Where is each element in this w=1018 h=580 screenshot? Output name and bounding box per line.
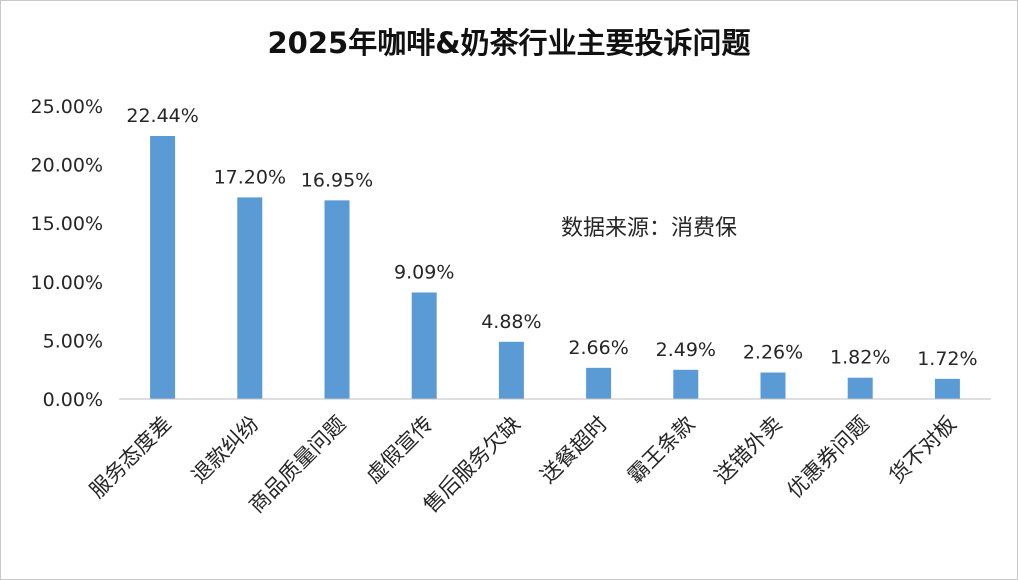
bar bbox=[411, 292, 437, 399]
x-tick-label: 虚假宣传 bbox=[361, 412, 437, 488]
y-tick-label: 5.00% bbox=[43, 330, 103, 352]
x-tick-label: 退款纠纷 bbox=[187, 412, 263, 488]
x-tick-label: 送错外卖 bbox=[710, 412, 786, 488]
x-tick-label: 霸王条款 bbox=[623, 412, 699, 488]
x-tick-label: 优惠券问题 bbox=[783, 412, 874, 503]
data-label: 1.82% bbox=[830, 347, 890, 369]
y-tick-label: 0.00% bbox=[43, 389, 103, 411]
data-label: 4.88% bbox=[481, 311, 541, 333]
y-tick-label: 25.00% bbox=[31, 96, 103, 118]
source-annotation: 数据来源：消费保 bbox=[561, 216, 737, 241]
data-label: 1.72% bbox=[917, 348, 977, 370]
y-tick-label: 15.00% bbox=[31, 213, 103, 235]
bar bbox=[498, 341, 524, 399]
bar bbox=[324, 200, 350, 399]
bar bbox=[237, 197, 263, 399]
x-tick-label: 送餐超时 bbox=[536, 412, 612, 488]
bar bbox=[586, 367, 612, 399]
data-label: 2.26% bbox=[743, 342, 803, 364]
y-axis: 0.00% 5.00% 10.00% 15.00% 20.00% 25.00% bbox=[31, 96, 103, 411]
data-label: 22.44% bbox=[126, 105, 198, 127]
bar bbox=[934, 378, 960, 399]
bars bbox=[150, 136, 960, 399]
y-tick-label: 10.00% bbox=[31, 272, 103, 294]
data-label: 2.66% bbox=[568, 337, 628, 359]
chart-title: 2025年咖啡&奶茶行业主要投诉问题 bbox=[267, 26, 750, 60]
data-label: 17.20% bbox=[214, 166, 286, 188]
data-labels: 22.44% 17.20% 16.95% 9.09% 4.88% 2.66% 2.49% 2.… bbox=[126, 105, 977, 370]
bar bbox=[673, 369, 699, 399]
data-label: 16.95% bbox=[301, 169, 373, 191]
x-tick-label: 货不对板 bbox=[885, 412, 961, 488]
bar bbox=[847, 377, 873, 399]
data-label: 2.49% bbox=[656, 339, 716, 361]
y-tick-label: 20.00% bbox=[31, 155, 103, 177]
bar bbox=[150, 136, 176, 399]
x-tick-label: 服务态度差 bbox=[85, 412, 176, 503]
bar bbox=[760, 372, 786, 399]
data-label: 9.09% bbox=[394, 261, 454, 283]
